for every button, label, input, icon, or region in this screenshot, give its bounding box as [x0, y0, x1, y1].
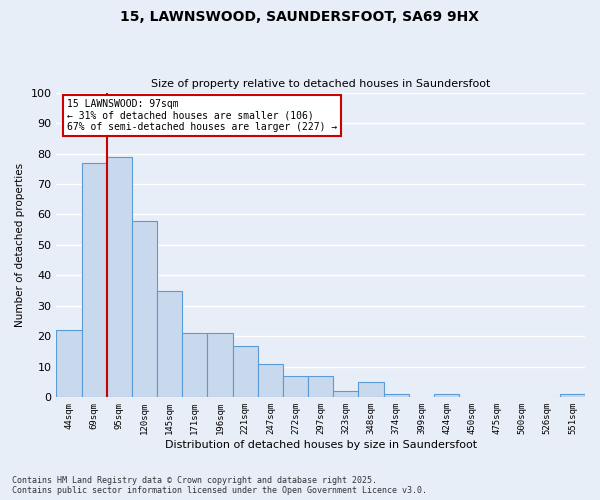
- Text: 15 LAWNSWOOD: 97sqm
← 31% of detached houses are smaller (106)
67% of semi-detac: 15 LAWNSWOOD: 97sqm ← 31% of detached ho…: [67, 98, 337, 132]
- Bar: [233, 346, 258, 398]
- Bar: [383, 394, 409, 398]
- Bar: [333, 391, 358, 398]
- Bar: [132, 220, 157, 398]
- Y-axis label: Number of detached properties: Number of detached properties: [15, 163, 25, 327]
- Text: 15, LAWNSWOOD, SAUNDERSFOOT, SA69 9HX: 15, LAWNSWOOD, SAUNDERSFOOT, SA69 9HX: [121, 10, 479, 24]
- Bar: [283, 376, 308, 398]
- X-axis label: Distribution of detached houses by size in Saundersfoot: Distribution of detached houses by size …: [164, 440, 477, 450]
- Title: Size of property relative to detached houses in Saundersfoot: Size of property relative to detached ho…: [151, 79, 490, 89]
- Bar: [358, 382, 383, 398]
- Bar: [157, 290, 182, 398]
- Bar: [308, 376, 333, 398]
- Bar: [82, 162, 107, 398]
- Bar: [107, 156, 132, 398]
- Text: Contains HM Land Registry data © Crown copyright and database right 2025.
Contai: Contains HM Land Registry data © Crown c…: [12, 476, 427, 495]
- Bar: [560, 394, 585, 398]
- Bar: [258, 364, 283, 398]
- Bar: [208, 334, 233, 398]
- Bar: [56, 330, 82, 398]
- Bar: [434, 394, 459, 398]
- Bar: [182, 334, 208, 398]
